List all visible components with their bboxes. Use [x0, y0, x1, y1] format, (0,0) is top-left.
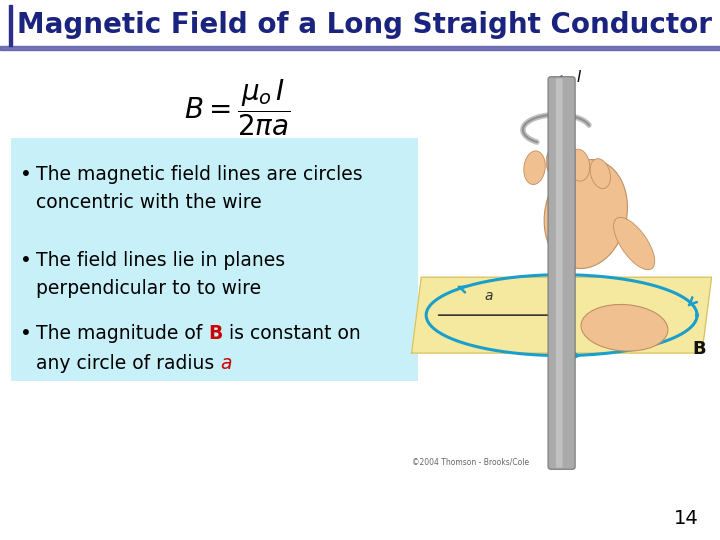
Text: $\bf{B}$: $\bf{B}$	[692, 340, 706, 358]
Text: ©2004 Thomson - Brooks/Cole: ©2004 Thomson - Brooks/Cole	[412, 458, 528, 467]
FancyBboxPatch shape	[11, 138, 418, 381]
Text: •: •	[20, 251, 32, 270]
Ellipse shape	[568, 149, 590, 181]
Text: B: B	[208, 324, 222, 343]
FancyBboxPatch shape	[556, 78, 562, 468]
Ellipse shape	[546, 146, 567, 178]
Text: is constant on: is constant on	[222, 324, 361, 343]
Ellipse shape	[544, 160, 627, 268]
Text: $a$: $a$	[485, 289, 494, 303]
Text: The magnetic field lines are circles
concentric with the wire: The magnetic field lines are circles con…	[36, 165, 363, 212]
Text: $B = \dfrac{\mu_o\, I}{2\pi a}$: $B = \dfrac{\mu_o\, I}{2\pi a}$	[184, 78, 291, 138]
Text: •: •	[20, 165, 32, 184]
Bar	[0, 46, 720, 50]
Text: •: •	[20, 324, 32, 343]
Text: The field lines lie in planes
perpendicular to to wire: The field lines lie in planes perpendicu…	[36, 251, 285, 298]
Bar	[9, 5, 12, 46]
Text: The magnitude of: The magnitude of	[36, 324, 208, 343]
Text: Magnetic Field of a Long Straight Conductor: Magnetic Field of a Long Straight Conduc…	[17, 11, 711, 39]
FancyBboxPatch shape	[548, 77, 575, 469]
Text: $I$: $I$	[576, 69, 582, 85]
Ellipse shape	[581, 305, 668, 351]
Text: 14: 14	[674, 509, 698, 528]
Text: any circle of radius: any circle of radius	[36, 354, 220, 373]
Ellipse shape	[523, 151, 545, 185]
Text: a: a	[220, 354, 232, 373]
Ellipse shape	[590, 159, 611, 188]
Ellipse shape	[613, 217, 654, 270]
Polygon shape	[412, 277, 711, 353]
